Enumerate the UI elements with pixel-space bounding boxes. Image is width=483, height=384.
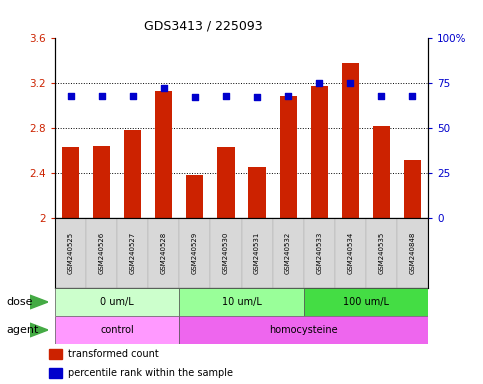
Bar: [186, 175, 203, 218]
Text: GDS3413 / 225093: GDS3413 / 225093: [143, 20, 262, 33]
Bar: [179, 218, 211, 288]
Bar: [93, 146, 110, 218]
Point: [378, 93, 385, 99]
Bar: [272, 218, 304, 288]
Point: [129, 93, 137, 99]
Text: agent: agent: [6, 325, 38, 335]
Point: [315, 80, 323, 86]
Point: [346, 80, 354, 86]
Text: GSM240534: GSM240534: [347, 232, 353, 274]
Bar: [404, 159, 421, 218]
Text: 10 um/L: 10 um/L: [222, 297, 261, 307]
Bar: [155, 91, 172, 218]
Bar: [49, 349, 62, 359]
Point: [409, 93, 416, 99]
Bar: [124, 130, 141, 218]
Bar: [55, 218, 86, 288]
Text: homocysteine: homocysteine: [270, 325, 338, 335]
Bar: [366, 218, 397, 288]
Bar: [148, 218, 179, 288]
Text: percentile rank within the sample: percentile rank within the sample: [68, 368, 233, 378]
Bar: [62, 147, 79, 218]
Polygon shape: [30, 323, 48, 337]
Text: GSM240526: GSM240526: [99, 232, 105, 274]
Bar: [248, 167, 266, 218]
Text: 0 um/L: 0 um/L: [100, 297, 134, 307]
Point: [160, 85, 168, 91]
Point: [67, 93, 74, 99]
Bar: [242, 218, 272, 288]
Text: GSM240533: GSM240533: [316, 232, 322, 274]
Text: GSM240530: GSM240530: [223, 232, 229, 274]
Bar: [217, 147, 235, 218]
Bar: [55, 316, 179, 344]
Point: [191, 94, 199, 101]
Bar: [373, 126, 390, 218]
Text: GSM240529: GSM240529: [192, 232, 198, 274]
Text: GSM240848: GSM240848: [410, 232, 415, 274]
Text: control: control: [100, 325, 134, 335]
Bar: [179, 316, 428, 344]
Point: [284, 93, 292, 99]
Text: dose: dose: [6, 297, 32, 307]
Bar: [49, 367, 62, 378]
Point: [98, 93, 105, 99]
Bar: [211, 218, 242, 288]
Bar: [117, 218, 148, 288]
Point: [253, 94, 261, 101]
Text: GSM240532: GSM240532: [285, 232, 291, 274]
Text: GSM240525: GSM240525: [68, 232, 73, 274]
Text: GSM240527: GSM240527: [130, 232, 136, 274]
Text: GSM240531: GSM240531: [254, 232, 260, 274]
Bar: [280, 96, 297, 218]
Bar: [304, 288, 428, 316]
Bar: [397, 218, 428, 288]
Bar: [311, 86, 328, 218]
Polygon shape: [30, 295, 48, 309]
Bar: [304, 218, 335, 288]
Bar: [55, 288, 179, 316]
Bar: [335, 218, 366, 288]
Text: GSM240528: GSM240528: [161, 232, 167, 274]
Bar: [342, 63, 359, 218]
Text: transformed count: transformed count: [68, 349, 159, 359]
Point: [222, 93, 230, 99]
Bar: [86, 218, 117, 288]
Text: 100 um/L: 100 um/L: [343, 297, 389, 307]
Text: GSM240535: GSM240535: [378, 232, 384, 274]
Bar: [179, 288, 304, 316]
